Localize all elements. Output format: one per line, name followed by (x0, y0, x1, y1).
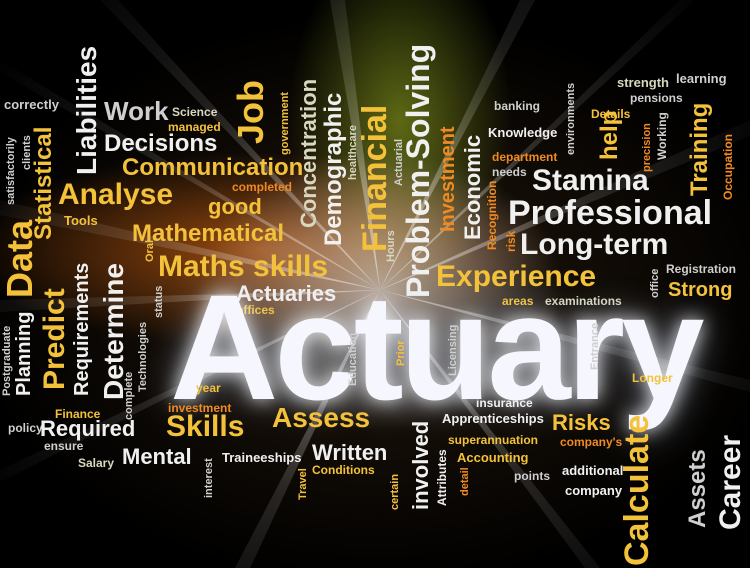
word-correctly: correctly (4, 97, 59, 112)
word-demographic: Demographic (320, 92, 347, 246)
word-investment: investment (168, 401, 232, 415)
word-licensing: Licensing (447, 324, 459, 376)
word-calculate: Calculate (618, 414, 656, 566)
word-occupation: Occupation (721, 133, 735, 200)
word-long-term: Long-term (520, 228, 669, 261)
word-data: Data (0, 219, 40, 298)
word-superannuation: superannuation (448, 433, 539, 447)
word-experience: Experience (436, 260, 597, 293)
word-travel: Travel (297, 468, 309, 500)
word-hours: Hours (385, 230, 397, 262)
word-work: Work (104, 96, 169, 126)
word-traineeships: Traineeships (222, 450, 302, 465)
word-analyse: Analyse (58, 178, 174, 211)
word-certain: certain (389, 473, 401, 510)
word-department: department (492, 150, 558, 164)
word-salary: Salary (78, 456, 115, 470)
word-tools: Tools (64, 213, 98, 228)
word-decisions: Decisions (104, 130, 218, 157)
word-apprenticeships: Apprenticeships (442, 411, 544, 426)
word-postgraduate: Postgraduate (1, 325, 13, 396)
word-economic: Economic (460, 134, 485, 240)
word-company: company (565, 483, 623, 498)
word-assets: Assets (684, 449, 711, 528)
word-pensions: pensions (630, 91, 683, 105)
word-prior: Prior (395, 340, 407, 366)
word-learning: learning (676, 71, 727, 86)
word-investment-vertical: Investment (437, 126, 459, 232)
word-offices: offices (236, 303, 275, 317)
word-points: points (514, 469, 550, 483)
word-help: help (596, 110, 623, 160)
word-registration: Registration (666, 262, 737, 276)
word-areas: areas (502, 294, 534, 308)
word-mental: Mental (122, 444, 192, 469)
hero-word-actuary: Actuary (170, 263, 705, 431)
word-working: Working (655, 112, 669, 160)
word-managed: managed (168, 120, 221, 134)
word-professional: Professional (508, 194, 713, 232)
word-job: Job (230, 79, 271, 144)
word-finance: Finance (55, 407, 101, 421)
word-maths-skills: Maths skills (158, 250, 329, 283)
word-involved: involved (408, 420, 433, 510)
word-assess: Assess (272, 402, 371, 433)
word-government: government (279, 92, 291, 155)
word-examinations: examinations (545, 294, 622, 308)
word-ensure: ensure (44, 439, 84, 453)
word-strong: Strong (668, 279, 733, 301)
word-good: good (208, 194, 262, 219)
word-insurance: insurance (476, 396, 533, 410)
word-longer: Longer (632, 371, 673, 385)
word-planning: Planning (13, 311, 35, 396)
word-education: Education (347, 332, 359, 386)
word-needs: needs (492, 165, 527, 179)
word-mathematical: Mathematical (132, 220, 285, 247)
word-risk: risk (504, 230, 518, 252)
word-requirements: Requirements (71, 262, 93, 396)
word-stamina: Stamina (532, 164, 649, 197)
word-satisfactorily: satisfactorily (5, 137, 17, 205)
word-additional: additional (562, 463, 624, 478)
word-completed: completed (232, 180, 293, 194)
word-complete: complete (123, 371, 135, 420)
word-oral: Oral (144, 239, 156, 262)
word-technologies: Technologies (137, 321, 149, 392)
word-knowledge: Knowledge (488, 125, 558, 140)
word-risks: Risks (552, 410, 611, 435)
word-skills: Skills (166, 410, 245, 443)
word-science: Science (172, 105, 218, 119)
word-banking: banking (494, 99, 541, 113)
word-required: Required (40, 416, 136, 441)
word-communication: Communication (122, 154, 304, 181)
word-entrance: Entrance (589, 322, 601, 370)
word-attributes: Attributes (435, 449, 449, 506)
word-details: Details (591, 107, 631, 121)
word-environments: environments (565, 82, 577, 155)
word-status: status (153, 285, 165, 318)
word-problem-solving: Problem-Solving (400, 43, 436, 298)
word-recognition: Recognition (485, 180, 499, 250)
word-written: Written (312, 440, 388, 465)
word-conditions: Conditions (312, 463, 375, 477)
word-accounting: Accounting (457, 450, 529, 465)
word-actuaries: Actuaries (236, 281, 337, 306)
word-training: Training (686, 102, 713, 196)
word-predict: Predict (38, 288, 71, 390)
word-companys: company's (560, 435, 623, 449)
word-interest: interest (203, 458, 215, 498)
word-year: year (196, 381, 221, 395)
word-career: Career (714, 434, 747, 530)
word-policy: policy (8, 421, 43, 435)
word-liabilities: Liabilities (71, 45, 102, 175)
word-strength: strength (617, 75, 669, 90)
word-detail: detail (459, 467, 471, 496)
